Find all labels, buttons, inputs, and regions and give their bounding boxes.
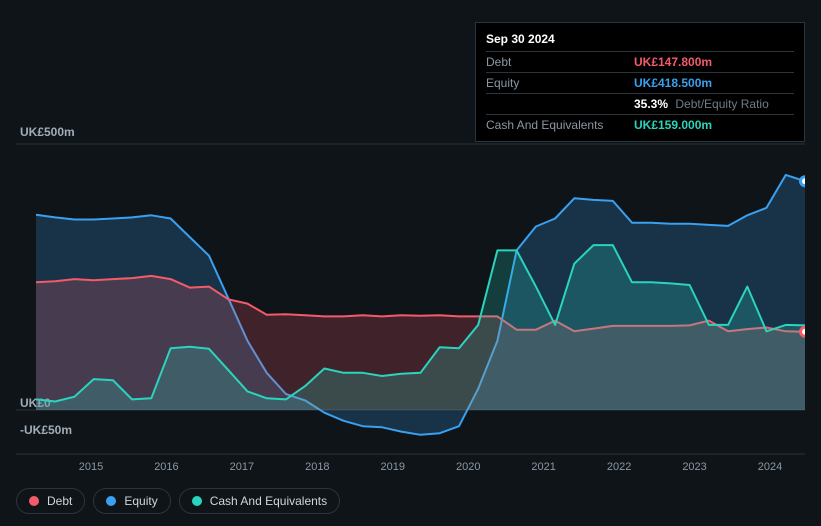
- chart-legend: Debt Equity Cash And Equivalents: [16, 488, 340, 514]
- legend-item-equity[interactable]: Equity: [93, 488, 170, 514]
- svg-text:2018: 2018: [305, 461, 329, 473]
- svg-text:UK£500m: UK£500m: [20, 125, 75, 139]
- legend-label: Equity: [124, 494, 157, 508]
- tooltip-row-cash: Cash And Equivalents UK£159.000m: [486, 114, 794, 135]
- tooltip-ratio-suffix: Debt/Equity Ratio: [675, 97, 768, 111]
- financial-chart-panel: Sep 30 2024 Debt UK£147.800m Equity UK£4…: [0, 0, 821, 526]
- circle-icon: [106, 496, 116, 506]
- tooltip-date: Sep 30 2024: [486, 29, 794, 51]
- legend-label: Cash And Equivalents: [210, 494, 327, 508]
- tooltip-label: Cash And Equivalents: [486, 118, 626, 132]
- svg-text:2016: 2016: [154, 461, 178, 473]
- svg-text:2023: 2023: [682, 461, 706, 473]
- tooltip-ratio-value: 35.3%: [634, 97, 668, 111]
- svg-text:-UK£50m: -UK£50m: [20, 423, 72, 437]
- legend-item-debt[interactable]: Debt: [16, 488, 85, 514]
- circle-icon: [29, 496, 39, 506]
- svg-text:2024: 2024: [758, 461, 782, 473]
- tooltip-value: UK£159.000m: [634, 118, 712, 132]
- tooltip-label: Equity: [486, 76, 626, 90]
- legend-label: Debt: [47, 494, 72, 508]
- tooltip-label: [486, 97, 626, 111]
- legend-item-cash[interactable]: Cash And Equivalents: [179, 488, 340, 514]
- svg-text:2019: 2019: [381, 461, 405, 473]
- svg-text:2020: 2020: [456, 461, 480, 473]
- svg-text:2015: 2015: [79, 461, 103, 473]
- tooltip-row-debt: Debt UK£147.800m: [486, 51, 794, 72]
- tooltip-value: UK£418.500m: [634, 76, 712, 90]
- chart-tooltip: Sep 30 2024 Debt UK£147.800m Equity UK£4…: [475, 22, 805, 142]
- svg-text:2017: 2017: [230, 461, 254, 473]
- circle-icon: [192, 496, 202, 506]
- tooltip-value: UK£147.800m: [634, 55, 712, 69]
- tooltip-label: Debt: [486, 55, 626, 69]
- svg-text:2022: 2022: [607, 461, 631, 473]
- svg-text:2021: 2021: [531, 461, 555, 473]
- tooltip-row-ratio: 35.3% Debt/Equity Ratio: [486, 93, 794, 114]
- tooltip-row-equity: Equity UK£418.500m: [486, 72, 794, 93]
